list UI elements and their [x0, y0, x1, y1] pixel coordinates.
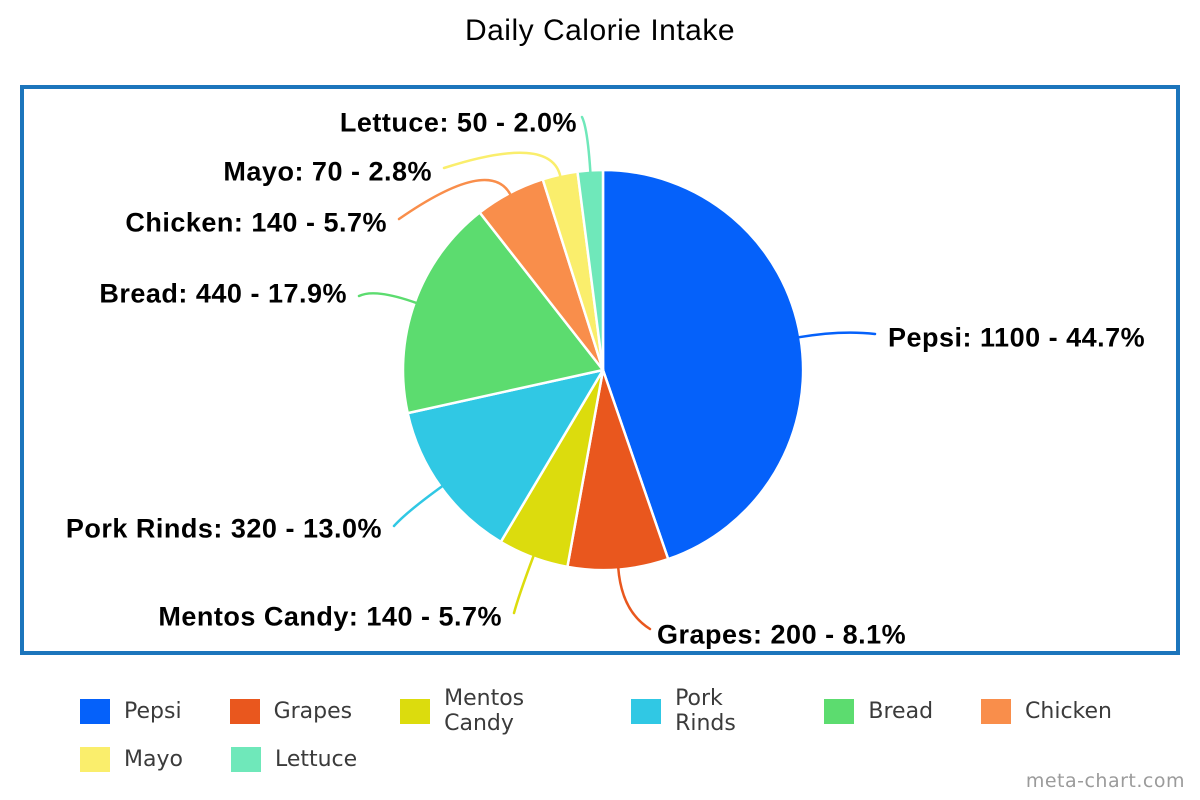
legend-label: Bread: [868, 698, 934, 724]
legend-label: Mentos Candy: [444, 686, 525, 736]
legend-item-lettuce: Lettuce: [230, 747, 358, 772]
legend-swatch: [229, 698, 260, 724]
slice-label-mentos-candy: Mentos Candy: 140 - 5.7%: [158, 601, 502, 632]
legend-swatch: [230, 747, 261, 772]
legend-swatch: [80, 747, 110, 772]
legend: Pepsi Grapes Mentos Candy Pork Rinds Bread Ch…: [80, 686, 1160, 783]
legend-row: Pepsi Grapes Mentos Candy Pork Rinds Bread Ch…: [80, 686, 1160, 736]
slice-label-bread: Bread: 440 - 17.9%: [99, 278, 347, 309]
page-title: Daily Calorie Intake: [464, 14, 736, 47]
chart-frame: Pepsi: 1100 - 44.7% Grapes: 200 - 8.1% Men…: [20, 85, 1180, 655]
legend-label: Chicken: [1025, 698, 1112, 724]
legend-item-bread: Bread: [824, 698, 934, 724]
legend-swatch: [400, 698, 431, 724]
legend-item-pork-rinds: Pork Rinds: [631, 686, 776, 736]
legend-swatch: [80, 698, 110, 724]
legend-label: Lettuce: [274, 747, 358, 772]
pie-chart-svg: [357, 115, 877, 631]
leader-line-pork-rinds: [392, 484, 444, 528]
legend-swatch: [631, 698, 662, 724]
slice-label-pork-rinds: Pork Rinds: 320 - 13.0%: [65, 513, 382, 544]
legend-label: Grapes: [273, 698, 353, 724]
legend-item-pepsi: Pepsi: [80, 698, 182, 724]
leader-line-bread: [357, 292, 418, 305]
legend-item-grapes: Grapes: [229, 698, 353, 724]
legend-swatch: [981, 698, 1012, 724]
leader-line-chicken: [397, 178, 512, 221]
slice-label-pepsi: Pepsi: 1100 - 44.7%: [888, 322, 1146, 353]
leader-line-pepsi: [797, 331, 877, 339]
leader-line-mayo: [442, 151, 562, 178]
legend-label: Pork Rinds: [675, 686, 736, 736]
leader-line-grapes: [616, 566, 652, 631]
slice-label-mayo: Mayo: 70 - 2.8%: [223, 156, 432, 187]
watermark: meta-chart.com: [1025, 770, 1185, 792]
legend-item-mentos-candy: Mentos Candy: [400, 686, 583, 736]
slice-label-grapes: Grapes: 200 - 8.1%: [657, 619, 907, 650]
leader-line-mentos-candy: [512, 554, 535, 615]
leader-line-lettuce: [580, 115, 592, 174]
legend-label: Pepsi: [124, 698, 182, 724]
legend-row: Mayo Lettuce: [80, 747, 1160, 772]
legend-label: Mayo: [124, 747, 183, 772]
legend-item-chicken: Chicken: [981, 698, 1112, 724]
legend-swatch: [824, 698, 855, 724]
slice-label-lettuce: Lettuce: 50 - 2.0%: [339, 107, 577, 138]
legend-item-mayo: Mayo: [80, 747, 183, 772]
slice-label-chicken: Chicken: 140 - 5.7%: [125, 207, 387, 238]
